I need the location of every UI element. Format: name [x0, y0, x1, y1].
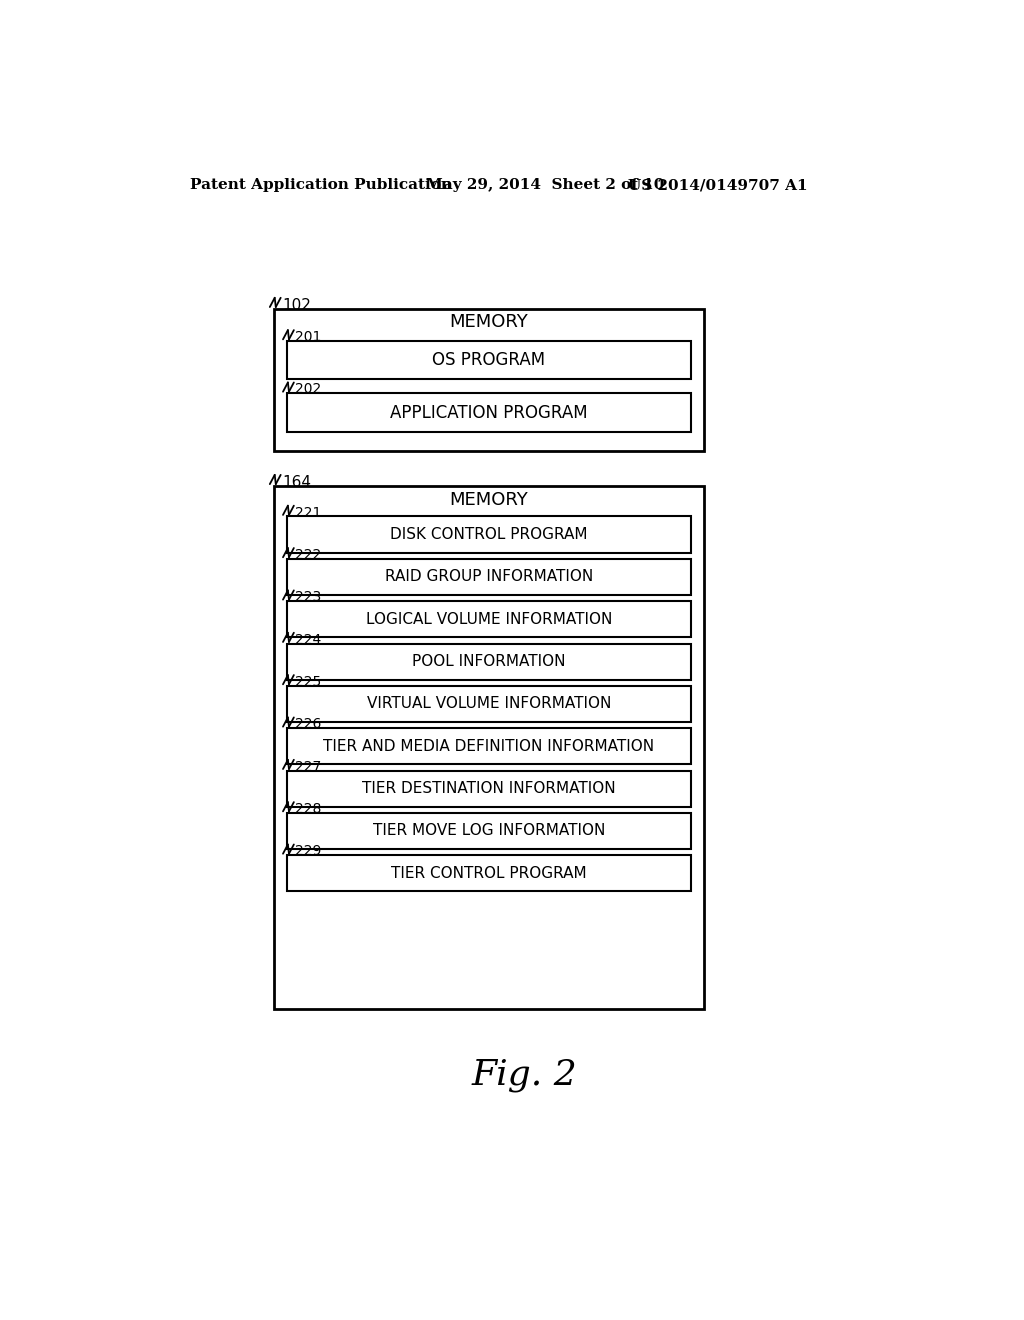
Text: 226: 226: [295, 718, 322, 731]
Text: 164: 164: [283, 475, 311, 490]
Text: Patent Application Publication: Patent Application Publication: [190, 178, 452, 193]
Bar: [287, 729, 690, 764]
Text: MEMORY: MEMORY: [450, 491, 528, 508]
Text: 222: 222: [295, 548, 322, 562]
Text: 229: 229: [295, 845, 322, 858]
Bar: [287, 601, 690, 638]
Text: RAID GROUP INFORMATION: RAID GROUP INFORMATION: [385, 569, 593, 585]
Bar: [287, 771, 690, 807]
Text: TIER CONTROL PROGRAM: TIER CONTROL PROGRAM: [391, 866, 587, 880]
Bar: [287, 393, 690, 432]
Text: US 2014/0149707 A1: US 2014/0149707 A1: [628, 178, 808, 193]
Text: TIER AND MEDIA DEFINITION INFORMATION: TIER AND MEDIA DEFINITION INFORMATION: [324, 739, 654, 754]
Text: May 29, 2014  Sheet 2 of 10: May 29, 2014 Sheet 2 of 10: [426, 178, 665, 193]
Text: VIRTUAL VOLUME INFORMATION: VIRTUAL VOLUME INFORMATION: [367, 697, 611, 711]
Text: MEMORY: MEMORY: [450, 313, 528, 331]
Bar: [287, 341, 690, 379]
Bar: [287, 855, 690, 891]
Text: TIER DESTINATION INFORMATION: TIER DESTINATION INFORMATION: [361, 781, 615, 796]
Text: LOGICAL VOLUME INFORMATION: LOGICAL VOLUME INFORMATION: [366, 611, 612, 627]
Text: 102: 102: [283, 298, 311, 313]
Text: TIER MOVE LOG INFORMATION: TIER MOVE LOG INFORMATION: [373, 824, 605, 838]
Text: Fig. 2: Fig. 2: [472, 1057, 578, 1092]
Bar: [287, 558, 690, 595]
Bar: [287, 644, 690, 680]
Text: 227: 227: [295, 760, 322, 774]
Text: 221: 221: [295, 506, 322, 520]
Text: 201: 201: [295, 330, 322, 345]
Bar: [287, 686, 690, 722]
Text: OS PROGRAM: OS PROGRAM: [432, 351, 546, 370]
Text: 224: 224: [295, 632, 322, 647]
Bar: [273, 309, 703, 451]
Text: 223: 223: [295, 590, 322, 605]
Text: 202: 202: [295, 383, 322, 396]
Text: DISK CONTROL PROGRAM: DISK CONTROL PROGRAM: [390, 527, 588, 543]
Text: POOL INFORMATION: POOL INFORMATION: [412, 655, 565, 669]
Bar: [273, 486, 703, 1010]
Bar: [287, 516, 690, 553]
Text: APPLICATION PROGRAM: APPLICATION PROGRAM: [390, 404, 588, 421]
Bar: [287, 813, 690, 849]
Text: 228: 228: [295, 803, 322, 816]
Text: 225: 225: [295, 675, 322, 689]
